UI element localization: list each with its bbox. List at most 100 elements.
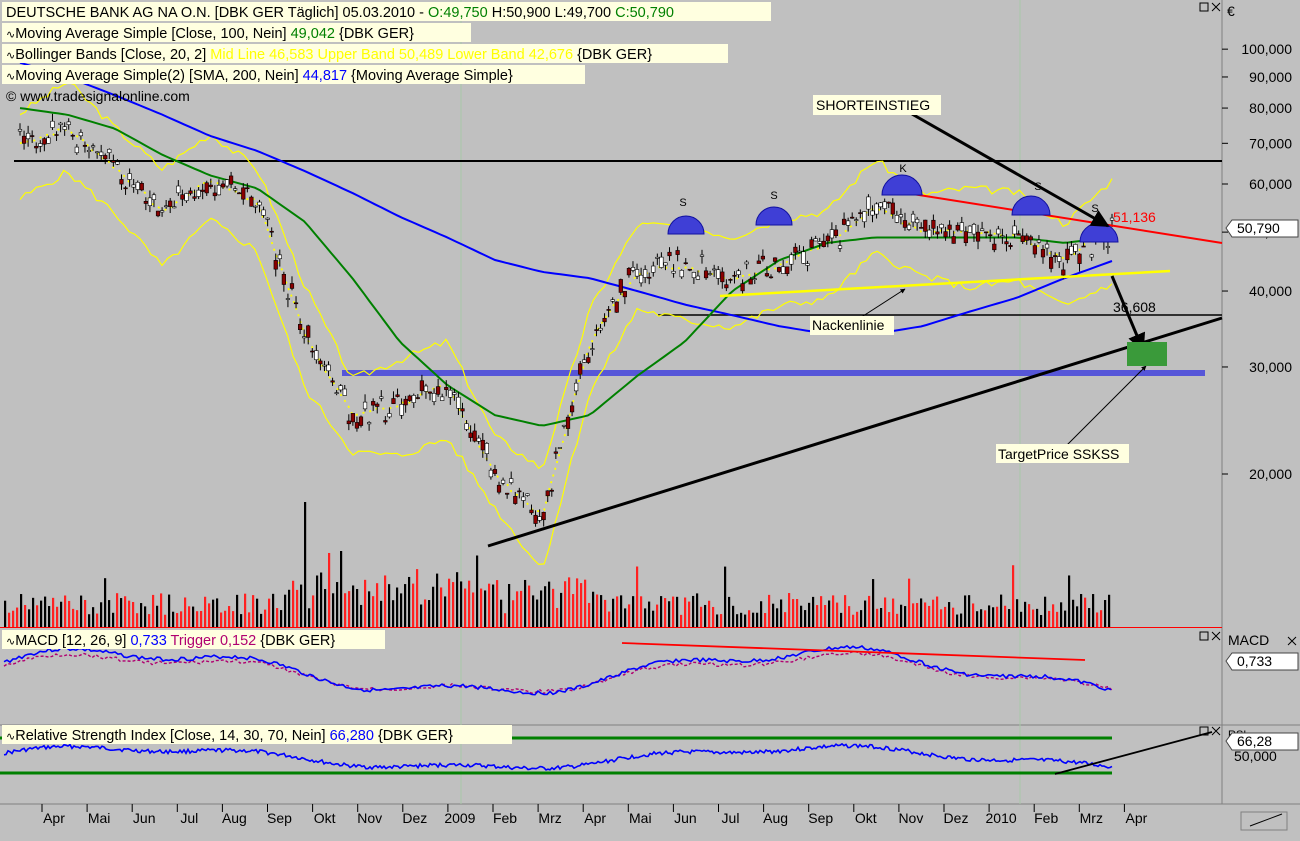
close-icon[interactable]: [1287, 636, 1297, 646]
descending-resistance-line[interactable]: [899, 191, 1223, 244]
volume-bar: [584, 579, 587, 627]
volume-bar: [524, 579, 527, 627]
volume-bar: [748, 610, 751, 627]
candle-body: [436, 386, 441, 395]
volume-bar: [448, 578, 451, 627]
candle-body: [951, 236, 956, 244]
candle-body: [850, 216, 855, 219]
neckline-yellow[interactable]: [719, 269, 1171, 298]
volume-bar: [672, 596, 675, 627]
volume-bar: [12, 610, 15, 627]
volume-bar: [344, 593, 347, 627]
resize-grip[interactable]: [1240, 811, 1288, 831]
legend-line3[interactable]: ∿Bollinger Bands [Close, 20, 2] Mid Line…: [6, 47, 652, 63]
rsi-legend[interactable]: ∿Relative Strength Index [Close, 14, 30,…: [6, 728, 453, 744]
legend-line4[interactable]: ∿Moving Average Simple(2) [SMA, 200, Nei…: [6, 68, 513, 84]
time-tick-label: Aug: [222, 810, 247, 826]
close-icon[interactable]: [1211, 726, 1221, 736]
time-tick-label: 2009: [444, 810, 475, 826]
volume-bar: [196, 611, 199, 627]
volume-bar: [948, 602, 951, 627]
volume-bar: [188, 606, 191, 627]
candle-body: [26, 132, 31, 140]
volume-bar: [884, 597, 887, 627]
resize-grip-icon: [1249, 813, 1283, 827]
candle-body: [322, 364, 327, 367]
candle-body: [890, 202, 895, 215]
candle-body: [513, 496, 518, 504]
candle-body: [716, 269, 721, 279]
candle-body: [1036, 239, 1042, 243]
volume-bar: [1072, 599, 1075, 627]
ma100-legend-label: Moving Average Simple [Close, 100, Nein]: [15, 26, 290, 42]
volume-bar: [776, 608, 779, 627]
volume-bar: [404, 584, 407, 627]
candle-body: [553, 451, 558, 454]
candle-body: [699, 254, 705, 257]
candle-body: [164, 205, 169, 208]
candle-body: [249, 196, 254, 207]
close-icon[interactable]: [1211, 2, 1221, 12]
target-price-box[interactable]: [1127, 342, 1167, 366]
volume-bar: [892, 598, 895, 627]
candle-body: [387, 413, 392, 418]
volume-bar: [192, 606, 195, 627]
time-tick-label: Sep: [267, 810, 292, 826]
candle-body: [862, 211, 867, 223]
candle-body: [1073, 244, 1078, 252]
volume-bar: [144, 606, 147, 627]
volume-bar: [916, 603, 919, 627]
volume-bar: [600, 595, 603, 627]
legend-line2[interactable]: ∿Moving Average Simple [Close, 100, Nein…: [6, 26, 414, 42]
close-icon[interactable]: [1211, 631, 1221, 641]
volume-bar: [8, 612, 11, 627]
candle-body: [476, 437, 481, 442]
candle-body: [529, 509, 534, 514]
macd-legend[interactable]: ∿MACD [12, 26, 9] 0,733 Trigger 0,152 {D…: [6, 633, 335, 649]
volume-bar: [1100, 610, 1103, 627]
rsi-trend-line[interactable]: [1054, 731, 1213, 775]
price-pane[interactable]: [0, 0, 1222, 627]
candle-body: [768, 276, 774, 279]
volume-bar: [316, 575, 319, 627]
volume-bar: [120, 598, 123, 627]
volume-bar: [424, 599, 427, 627]
volume-bar: [460, 581, 463, 627]
candle-body: [586, 357, 591, 363]
volume-bar: [976, 611, 979, 627]
volume-bar: [504, 613, 507, 627]
candle-body: [285, 298, 291, 300]
volume-bar: [236, 594, 239, 627]
ma100-legend-suffix: {DBK GER}: [335, 26, 414, 42]
resize-grip-frame: [1240, 811, 1288, 831]
volume-bar: [644, 608, 647, 627]
candle-body: [480, 439, 485, 451]
candle-body: [712, 268, 717, 271]
candle-body: [354, 422, 360, 429]
candle-body: [569, 405, 575, 413]
candle-body: [99, 151, 104, 156]
candle-body: [622, 291, 627, 298]
volume-bar: [92, 607, 95, 627]
volume-bar: [56, 606, 59, 627]
candle-body: [192, 196, 197, 199]
volume-bar: [740, 612, 743, 627]
legend-line1[interactable]: DEUTSCHE BANK AG NA O.N. [DBK GER Täglic…: [6, 5, 674, 21]
volume-bar: [700, 606, 703, 627]
macd-divergence-line[interactable]: [621, 642, 1086, 661]
legend-low: L:49,700: [555, 5, 611, 21]
long-term-uptrend-line[interactable]: [487, 316, 1223, 548]
volume-bar: [812, 596, 815, 627]
volume-bar: [920, 598, 923, 627]
maximize-icon[interactable]: [1199, 2, 1209, 12]
maximize-icon[interactable]: [1199, 631, 1209, 641]
candle-body: [245, 187, 250, 190]
volume-bar: [880, 608, 883, 627]
candle-body: [866, 196, 871, 210]
rsi-last-value: 66,28: [1237, 733, 1272, 749]
volume-bar: [868, 595, 871, 627]
candle-body: [825, 235, 830, 242]
volume-bar: [480, 588, 483, 627]
volume-bar: [764, 613, 767, 627]
volume-bar: [940, 609, 943, 627]
